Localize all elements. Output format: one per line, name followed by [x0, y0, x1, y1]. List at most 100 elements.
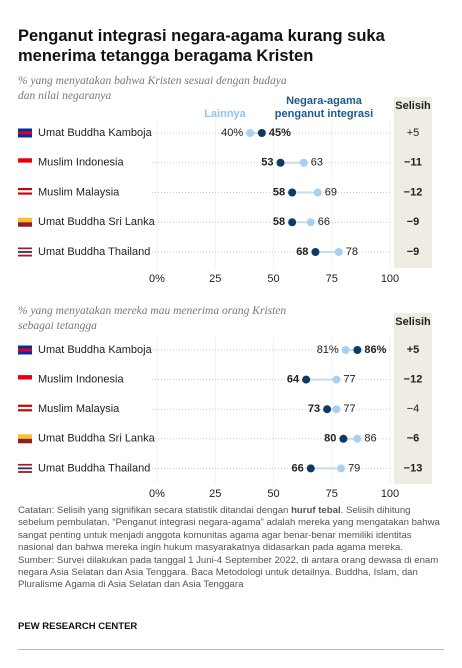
flag: [18, 463, 32, 466]
flag: [18, 406, 32, 410]
legend-entry: Negara-agama penganut integrasi: [274, 95, 374, 120]
value-label: 69: [325, 186, 337, 198]
value-label: 66: [318, 216, 330, 228]
dot: [276, 158, 285, 167]
value-label: 77: [343, 374, 355, 386]
flag: [18, 222, 32, 227]
flag: [18, 465, 32, 468]
dot: [332, 375, 341, 384]
diff-value: −9: [407, 246, 420, 258]
diff-value: +5: [407, 344, 420, 356]
diff-value: −12: [404, 186, 423, 198]
value-label: 63: [311, 157, 323, 169]
title: Penganut integrasi negara-agama kurang s…: [18, 27, 385, 65]
diff-header: Selisih: [395, 100, 431, 112]
value-label: 66: [292, 462, 304, 474]
x-tick-label: 25: [209, 488, 221, 500]
flag: [18, 217, 32, 223]
x-tick-label: 100: [381, 488, 399, 500]
flag: [18, 162, 32, 168]
value-label: 58: [273, 186, 285, 198]
value-label: 53: [261, 157, 273, 169]
dot: [311, 248, 320, 256]
dot: [257, 129, 266, 137]
flag: [18, 249, 32, 252]
value-label: 77: [343, 403, 355, 415]
category-label: Umat Buddha Sri Lanka: [38, 216, 156, 228]
category-label: Umat Buddha Thailand: [38, 246, 150, 258]
dot: [302, 375, 311, 384]
category-label: Muslim Malaysia: [38, 403, 120, 415]
dot: [313, 188, 322, 197]
x-tick-label: 50: [267, 273, 279, 285]
dot: [306, 464, 315, 473]
subtitle: % yang menyatakan mereka mau menerima or…: [18, 305, 287, 332]
flag: [18, 379, 32, 385]
flag: [18, 158, 32, 163]
category-label: Muslim Indonesia: [38, 157, 124, 169]
dot: [299, 158, 308, 167]
flag: [18, 192, 32, 195]
diff-column: [394, 313, 432, 484]
flag: [18, 411, 32, 414]
category-label: Umat Buddha Sri Lanka: [38, 433, 156, 445]
note-bold: huruf tebal: [291, 505, 341, 516]
diff-header: Selisih: [395, 316, 431, 328]
rule: [18, 649, 444, 650]
flag: [18, 345, 32, 349]
flag: [18, 128, 32, 132]
flag: [18, 351, 32, 355]
dot: [334, 248, 343, 256]
dot: [341, 346, 350, 354]
flag: [18, 375, 32, 380]
flag: [18, 438, 32, 444]
value-label: 86: [364, 433, 376, 445]
value-label: 79: [348, 462, 360, 474]
x-tick-label: 75: [326, 273, 338, 285]
value-label: 58: [273, 216, 285, 228]
category-label: Muslim Indonesia: [38, 374, 124, 386]
flag: [18, 348, 32, 352]
x-tick-label: 75: [326, 488, 338, 500]
diff-value: −12: [404, 374, 423, 386]
dot: [288, 218, 297, 227]
flag: [18, 247, 32, 250]
value-label: 81%: [317, 344, 339, 356]
diff-value: −13: [404, 462, 423, 474]
legend-entry: Lainnya: [204, 108, 246, 120]
dot: [339, 434, 348, 443]
diff-value: −11: [404, 157, 422, 169]
category-label: Umat Buddha Thailand: [38, 462, 150, 474]
dot: [306, 218, 315, 227]
diff-value: +5: [407, 127, 420, 139]
notes: Catatan: Selisih yang signifikan secara …: [18, 505, 443, 592]
flag: [18, 467, 32, 470]
dot: [323, 405, 332, 414]
flag: [18, 469, 32, 472]
flag: [18, 251, 32, 253]
x-tick-label: 0%: [149, 273, 165, 285]
x-tick-label: 100: [381, 273, 399, 285]
x-tick-label: 0%: [149, 488, 165, 500]
value-label: 68: [296, 246, 308, 258]
note-text: . Selisih dihitung sebelum pembulatan. “…: [18, 505, 440, 554]
dot: [353, 434, 362, 443]
dot: [332, 405, 341, 414]
value-label: 86%: [364, 344, 386, 356]
flag: [18, 404, 32, 407]
flag: [18, 190, 32, 193]
value-label: 78: [346, 246, 358, 258]
dot: [246, 129, 255, 137]
value-label: 80: [324, 433, 336, 445]
dot: [288, 188, 297, 197]
x-tick-label: 25: [209, 273, 221, 285]
value-label: 64: [287, 374, 300, 386]
x-tick-label: 50: [267, 488, 279, 500]
flag: [18, 254, 32, 257]
diff-value: −9: [407, 216, 420, 228]
dot: [337, 464, 346, 473]
category-label: Umat Buddha Kamboja: [38, 344, 153, 356]
flag: [18, 409, 32, 412]
